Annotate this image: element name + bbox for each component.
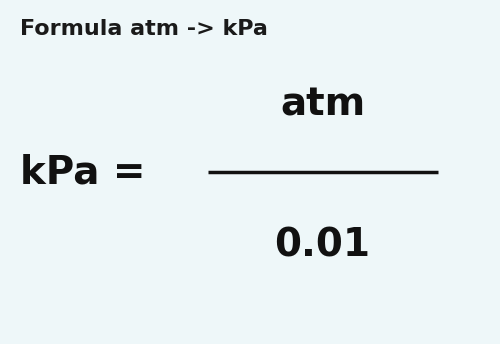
Text: kPa =: kPa = (20, 153, 146, 191)
Text: Formula atm -> kPa: Formula atm -> kPa (20, 19, 268, 39)
Text: atm: atm (280, 86, 365, 124)
Text: 0.01: 0.01 (274, 227, 370, 265)
